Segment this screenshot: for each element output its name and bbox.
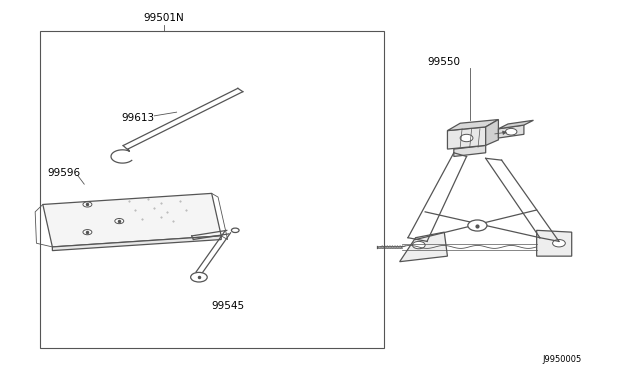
Polygon shape — [43, 193, 221, 247]
Polygon shape — [52, 236, 221, 251]
Text: 99550: 99550 — [428, 57, 461, 67]
Circle shape — [83, 202, 92, 207]
Text: 99501N: 99501N — [143, 13, 184, 23]
Text: J9950005: J9950005 — [543, 355, 582, 364]
Circle shape — [468, 220, 487, 231]
Circle shape — [506, 128, 517, 135]
Circle shape — [232, 228, 239, 232]
Circle shape — [191, 272, 207, 282]
Polygon shape — [399, 232, 447, 262]
Polygon shape — [454, 145, 486, 157]
Polygon shape — [499, 120, 534, 129]
Circle shape — [412, 241, 425, 249]
Circle shape — [552, 240, 565, 247]
Text: 99596: 99596 — [47, 168, 81, 178]
Text: 99613: 99613 — [122, 113, 155, 123]
Polygon shape — [537, 230, 572, 256]
Circle shape — [83, 230, 92, 235]
Polygon shape — [447, 127, 486, 149]
Polygon shape — [486, 119, 499, 145]
Polygon shape — [447, 119, 499, 131]
Bar — [40, 31, 384, 349]
Polygon shape — [499, 125, 524, 138]
Circle shape — [460, 134, 473, 142]
Text: 99545: 99545 — [211, 301, 244, 311]
Circle shape — [115, 218, 124, 224]
